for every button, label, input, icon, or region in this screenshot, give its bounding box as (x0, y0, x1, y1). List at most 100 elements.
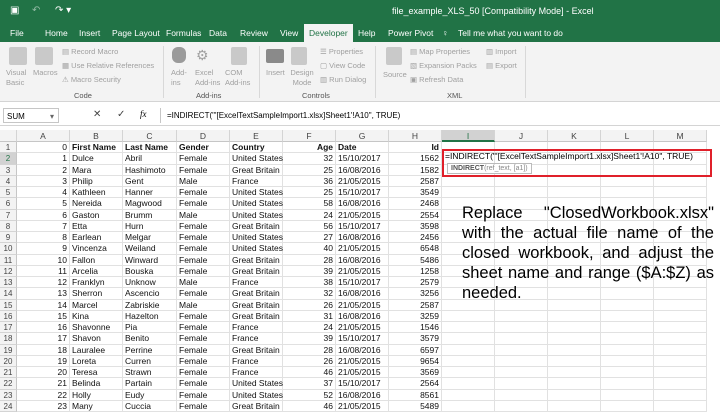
cell[interactable]: 3259 (389, 310, 442, 322)
cell[interactable]: Gaston (70, 209, 123, 221)
row-header-18[interactable]: 18 (0, 333, 17, 345)
cell[interactable]: Female (177, 344, 230, 356)
cell[interactable]: 21/05/2015 (336, 355, 389, 367)
cell[interactable] (442, 367, 495, 379)
cell[interactable]: 24 (283, 209, 336, 221)
cell[interactable]: 36 (283, 175, 336, 187)
cell[interactable]: Dulce (70, 153, 123, 165)
row-header-10[interactable]: 10 (0, 243, 17, 255)
cancel-icon[interactable]: ✕ (93, 109, 102, 120)
cell[interactable]: Gender (177, 142, 230, 154)
cell[interactable] (495, 378, 548, 390)
cell[interactable]: 3549 (389, 187, 442, 199)
cell[interactable] (548, 243, 601, 255)
cell[interactable] (495, 367, 548, 379)
tab-help[interactable]: Help (358, 28, 376, 38)
cell[interactable]: 5486 (389, 254, 442, 266)
row-header-17[interactable]: 17 (0, 322, 17, 334)
cell[interactable] (548, 265, 601, 277)
cell[interactable]: Female (177, 378, 230, 390)
row-header-22[interactable]: 22 (0, 378, 17, 390)
cell[interactable]: 16/08/2016 (336, 198, 389, 210)
cell[interactable] (495, 288, 548, 300)
cell[interactable] (548, 220, 601, 232)
cell[interactable] (442, 175, 495, 187)
cell[interactable] (654, 310, 707, 322)
cell[interactable]: Winward (123, 254, 177, 266)
row-header-14[interactable]: 14 (0, 288, 17, 300)
cell[interactable] (601, 322, 654, 334)
cell[interactable] (601, 344, 654, 356)
cell[interactable]: 18 (17, 344, 70, 356)
cell[interactable]: 21/05/2015 (336, 209, 389, 221)
cell[interactable]: Bouska (123, 265, 177, 277)
cell[interactable] (654, 277, 707, 289)
cell[interactable]: 3569 (389, 367, 442, 379)
cell[interactable]: France (230, 175, 283, 187)
cell[interactable] (495, 142, 548, 154)
cell[interactable]: 3 (17, 175, 70, 187)
cell[interactable]: 58 (283, 198, 336, 210)
cell[interactable]: United States (230, 198, 284, 210)
cell[interactable]: Zabriskie (123, 299, 177, 311)
column-header-L[interactable]: L (601, 130, 654, 142)
cell[interactable]: 39 (283, 265, 336, 277)
cell[interactable]: Teresa (70, 367, 123, 379)
cell[interactable] (601, 254, 654, 266)
column-header-A[interactable]: A (17, 130, 70, 142)
cell[interactable]: Many (70, 400, 123, 412)
cell[interactable]: 16/08/2016 (336, 254, 389, 266)
cell[interactable]: 7 (17, 220, 70, 232)
cell[interactable]: 2587 (389, 175, 442, 187)
cell[interactable] (654, 153, 707, 165)
cell[interactable] (495, 243, 548, 255)
cell[interactable]: 1582 (389, 164, 442, 176)
cell[interactable]: Eudy (123, 389, 177, 401)
cell[interactable]: First Name (70, 142, 123, 154)
cell[interactable]: 4 (17, 187, 70, 199)
cell[interactable]: 28 (283, 344, 336, 356)
cell[interactable]: Date (336, 142, 389, 154)
cell[interactable] (548, 344, 601, 356)
cell[interactable]: 19 (17, 355, 70, 367)
cell[interactable]: Arcelia (70, 265, 123, 277)
cell[interactable] (654, 243, 707, 255)
cell[interactable] (548, 142, 601, 154)
source-button[interactable]: Source (383, 70, 407, 79)
cell[interactable]: Female (177, 355, 230, 367)
cell[interactable]: Hanner (123, 187, 177, 199)
cell[interactable] (601, 153, 654, 165)
cell[interactable] (495, 198, 548, 210)
cell[interactable]: 24 (283, 322, 336, 334)
cell[interactable]: 16/08/2016 (336, 344, 389, 356)
cell[interactable]: Male (177, 277, 230, 289)
cell[interactable]: Mara (70, 164, 123, 176)
cell[interactable]: 15/10/2017 (336, 153, 389, 165)
cell[interactable] (495, 187, 548, 199)
cell[interactable]: Female (177, 153, 230, 165)
cell[interactable]: 17 (17, 333, 70, 345)
enter-icon[interactable]: ✓ (117, 109, 126, 120)
export-button[interactable]: ▤ Export (486, 61, 517, 70)
cell[interactable] (601, 378, 654, 390)
cell[interactable]: 22 (17, 389, 70, 401)
cell[interactable] (548, 198, 601, 210)
cell[interactable]: United States (230, 389, 284, 401)
cell[interactable] (495, 254, 548, 266)
row-header-12[interactable]: 12 (0, 265, 17, 277)
cell[interactable]: United States (230, 209, 284, 221)
cell[interactable] (601, 209, 654, 221)
cell[interactable]: 0 (17, 142, 70, 154)
cell[interactable]: 21/05/2015 (336, 367, 389, 379)
cell[interactable] (654, 175, 707, 187)
row-header-16[interactable]: 16 (0, 310, 17, 322)
import-button[interactable]: ▥ Import (486, 47, 517, 56)
cell[interactable]: Female (177, 400, 230, 412)
cell[interactable] (495, 310, 548, 322)
cell[interactable]: 8561 (389, 389, 442, 401)
cell[interactable] (654, 142, 707, 154)
cell[interactable]: Great Britain (230, 254, 283, 266)
cell[interactable]: Philip (70, 175, 123, 187)
save-icon[interactable]: ▣ (10, 5, 20, 16)
cell[interactable] (442, 277, 495, 289)
